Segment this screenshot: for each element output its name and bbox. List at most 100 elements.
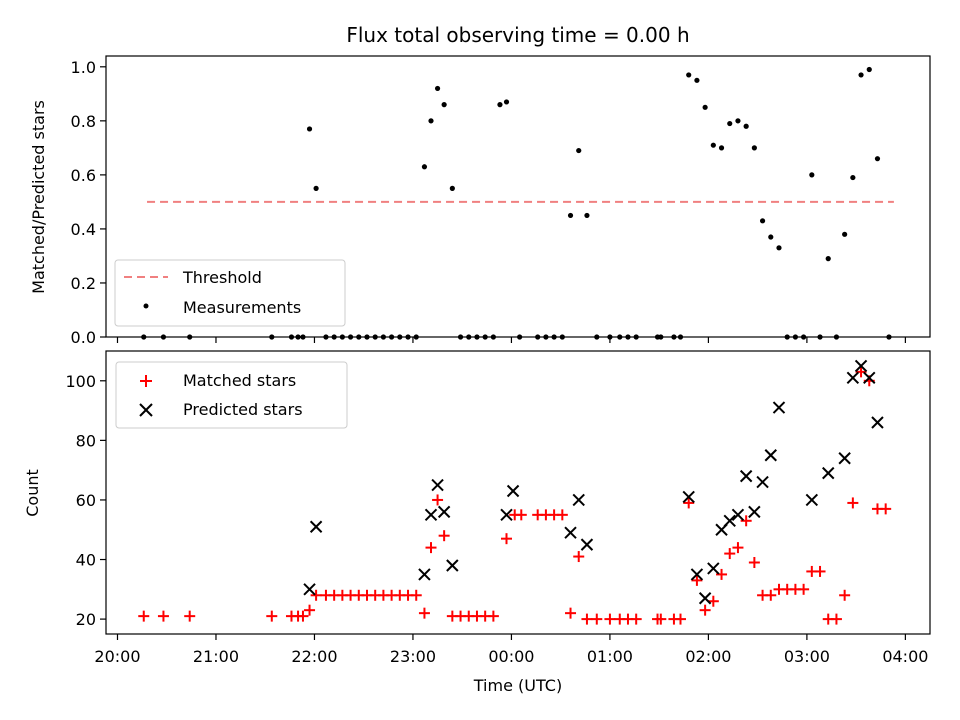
matched-star-point [138,610,150,622]
predicted-star-point [506,484,520,498]
matched-star-point [438,530,450,542]
predicted-star-point [863,371,876,385]
measurement-point [694,77,700,83]
bottom-axes-frame [105,350,931,635]
bottom-y-tick-label: 60 [76,491,96,510]
top-y-tick-label: 1.0 [71,58,96,77]
matched-star-point [740,515,752,527]
predicted-star-point [854,359,868,373]
matched-star-point [581,613,593,625]
matched-star-point [880,503,892,515]
top-legend-box [114,259,346,327]
bottom-x-tick-label: 20:00 [94,647,140,666]
predicted-star-point [731,508,745,522]
predicted-star-point [739,469,753,483]
predicted-star-point [418,568,431,581]
measurement-point [743,123,749,129]
measurement-point [809,172,815,178]
bottom-x-tick-label: 04:00 [882,647,928,666]
matched-star-point [691,574,703,586]
matched-star-point [184,610,196,622]
measurement-point [751,145,757,151]
predicted-star-point [822,466,835,480]
top-axes: 0.0 0.2 0.4 0.6 0.8 1.0 [71,55,931,347]
matched-star-point [707,595,719,607]
matched-star-point [515,509,527,521]
bottom-y-tick-label: 100 [65,372,96,391]
predicted-star-point [690,568,704,581]
bottom-x-tick-label: 00:00 [488,647,534,666]
matched-star-point [565,607,577,619]
measurement-point [576,147,582,154]
measurement-point [567,212,574,219]
top-plot-data [141,66,894,340]
measurement-point [718,145,725,151]
measurement-point [428,118,434,124]
predicted-star-point [303,583,316,596]
predicted-star-point [437,505,451,519]
measurement-point [441,102,447,108]
bottom-x-tick-label: 02:00 [685,647,731,666]
matched-star-point [830,613,842,625]
matched-star-point [266,610,278,622]
bottom-plot-data [138,359,892,625]
predicted-star-point [871,416,884,429]
measurement-point [710,142,716,148]
legend-matched-swatch [140,375,152,387]
bottom-x-tick-label: 03:00 [784,647,830,666]
bottom-y-axis-label: Count [23,469,42,517]
matched-star-point [425,542,437,554]
legend-measurements-label: Measurements [183,298,301,317]
matched-star-point [487,610,499,622]
predicted-star-point [756,475,769,489]
measurement-point [735,118,741,124]
top-legend: Threshold Measurements [114,259,346,327]
predicted-star-point [748,505,761,519]
matched-star-point [591,613,603,625]
top-panel: 0.0 0.2 0.4 0.6 0.8 1.0 Matched/Predicted sta… [29,55,931,347]
matched-star-point [699,604,711,616]
measurement-point [874,156,881,162]
predicted-star-point [572,493,585,507]
predicted-star-point [772,401,786,414]
chart-title: Flux total observing time = 0.00 h [346,23,689,47]
bottom-axes: 20 40 60 80 100 20:00 21:00 22:00 23:00 00:00 01:0… [65,350,931,666]
bottom-y-tick-label: 20 [76,610,96,629]
matched-star-point [798,583,810,595]
legend-threshold-label: Threshold [182,268,262,287]
bottom-x-tick-label: 22:00 [291,647,337,666]
top-y-axis-label: Matched/Predicted stars [29,100,48,294]
top-axes-frame [105,55,931,338]
matched-star-point [855,366,867,378]
predicted-star-point [431,478,444,492]
measurement-point [503,99,510,105]
predicted-star-point [424,508,438,522]
matched-star-point [604,613,616,625]
matched-star-point [573,551,585,563]
matched-star-point [157,610,169,622]
predicted-star-point [805,493,819,507]
predicted-star-point [500,508,513,522]
predicted-star-point [309,520,323,533]
matched-star-point [814,565,826,577]
measurement-point [768,234,774,240]
legend-predicted-label: Predicted stars [183,400,303,419]
bottom-x-tick-label: 21:00 [193,647,239,666]
predicted-star-point [446,559,459,572]
top-y-tick-label: 0.4 [71,220,96,239]
matched-star-point [297,610,309,622]
legend-measurements-swatch [143,303,149,309]
matched-star-point [432,494,444,506]
matched-star-point [683,497,695,509]
measurement-point [306,126,313,132]
predicted-star-point [707,562,720,575]
top-y-tick-label: 0.0 [71,328,96,347]
bottom-y-tick-label: 80 [76,431,96,450]
measurement-point [850,174,856,181]
top-y-tick-label: 0.6 [71,166,96,185]
matched-star-point [304,604,316,616]
bottom-panel: 20 40 60 80 100 20:00 21:00 22:00 23:00 00:00 01:0… [23,350,931,695]
matched-star-point [675,613,687,625]
measurement-point [421,164,428,170]
